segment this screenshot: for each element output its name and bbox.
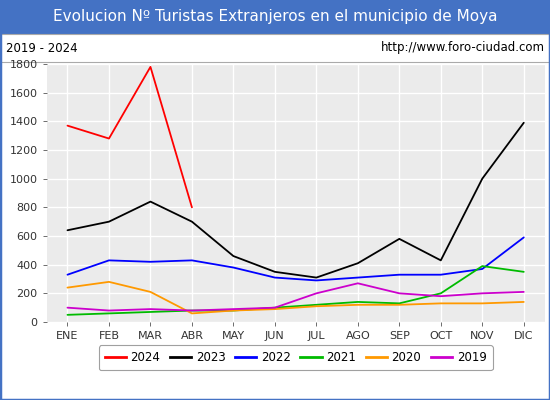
Text: Evolucion Nº Turistas Extranjeros en el municipio de Moya: Evolucion Nº Turistas Extranjeros en el …	[53, 10, 497, 24]
Text: 2019 - 2024: 2019 - 2024	[6, 42, 77, 54]
Text: http://www.foro-ciudad.com: http://www.foro-ciudad.com	[381, 42, 544, 54]
Legend: 2024, 2023, 2022, 2021, 2020, 2019: 2024, 2023, 2022, 2021, 2020, 2019	[98, 346, 493, 370]
